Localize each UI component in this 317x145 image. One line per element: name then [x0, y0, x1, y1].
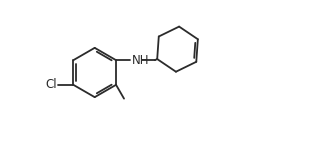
Text: Cl: Cl [45, 78, 57, 91]
Text: NH: NH [132, 54, 149, 67]
